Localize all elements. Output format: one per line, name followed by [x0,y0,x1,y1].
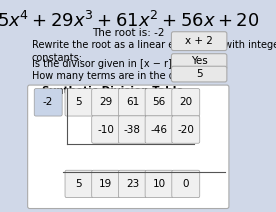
FancyBboxPatch shape [65,170,93,198]
Text: $5x^4+29x^3+61x^2+56x+20$: $5x^4+29x^3+61x^2+56x+20$ [0,11,259,31]
Text: How many terms are in the dividend?: How many terms are in the dividend? [32,71,216,81]
FancyBboxPatch shape [118,170,146,198]
Text: -20: -20 [177,124,194,135]
Text: 56: 56 [152,97,166,107]
Text: Rewrite the root as a linear expression with integer
constants:: Rewrite the root as a linear expression … [32,40,276,63]
FancyBboxPatch shape [145,116,173,143]
FancyBboxPatch shape [172,89,200,116]
FancyBboxPatch shape [118,116,146,143]
Text: -10: -10 [97,124,114,135]
Text: x + 2: x + 2 [185,36,213,46]
Text: -46: -46 [151,124,168,135]
FancyBboxPatch shape [145,170,173,198]
FancyBboxPatch shape [34,89,62,116]
FancyBboxPatch shape [171,32,227,50]
FancyBboxPatch shape [65,89,93,116]
FancyBboxPatch shape [171,54,227,69]
Text: 5: 5 [196,69,203,79]
Text: 20: 20 [179,97,192,107]
Text: -38: -38 [124,124,141,135]
Text: 10: 10 [153,179,166,189]
FancyBboxPatch shape [171,66,227,82]
Text: 19: 19 [99,179,112,189]
Text: 23: 23 [126,179,139,189]
Text: 0: 0 [182,179,189,189]
FancyBboxPatch shape [145,89,173,116]
Text: 29: 29 [99,97,112,107]
Text: The root is: -2: The root is: -2 [92,28,164,38]
FancyBboxPatch shape [118,89,146,116]
Text: Yes: Yes [191,56,208,66]
FancyBboxPatch shape [92,116,120,143]
Text: 5: 5 [76,179,82,189]
FancyBboxPatch shape [172,170,200,198]
FancyBboxPatch shape [28,85,229,209]
Text: -2: -2 [43,97,53,107]
Text: 5: 5 [76,97,82,107]
FancyBboxPatch shape [172,116,200,143]
Text: 61: 61 [126,97,139,107]
Text: Synthetic Division Table: Synthetic Division Table [42,86,184,96]
Text: Is the divisor given in [x − r] form?: Is the divisor given in [x − r] form? [32,59,203,69]
FancyBboxPatch shape [92,170,120,198]
FancyBboxPatch shape [92,89,120,116]
